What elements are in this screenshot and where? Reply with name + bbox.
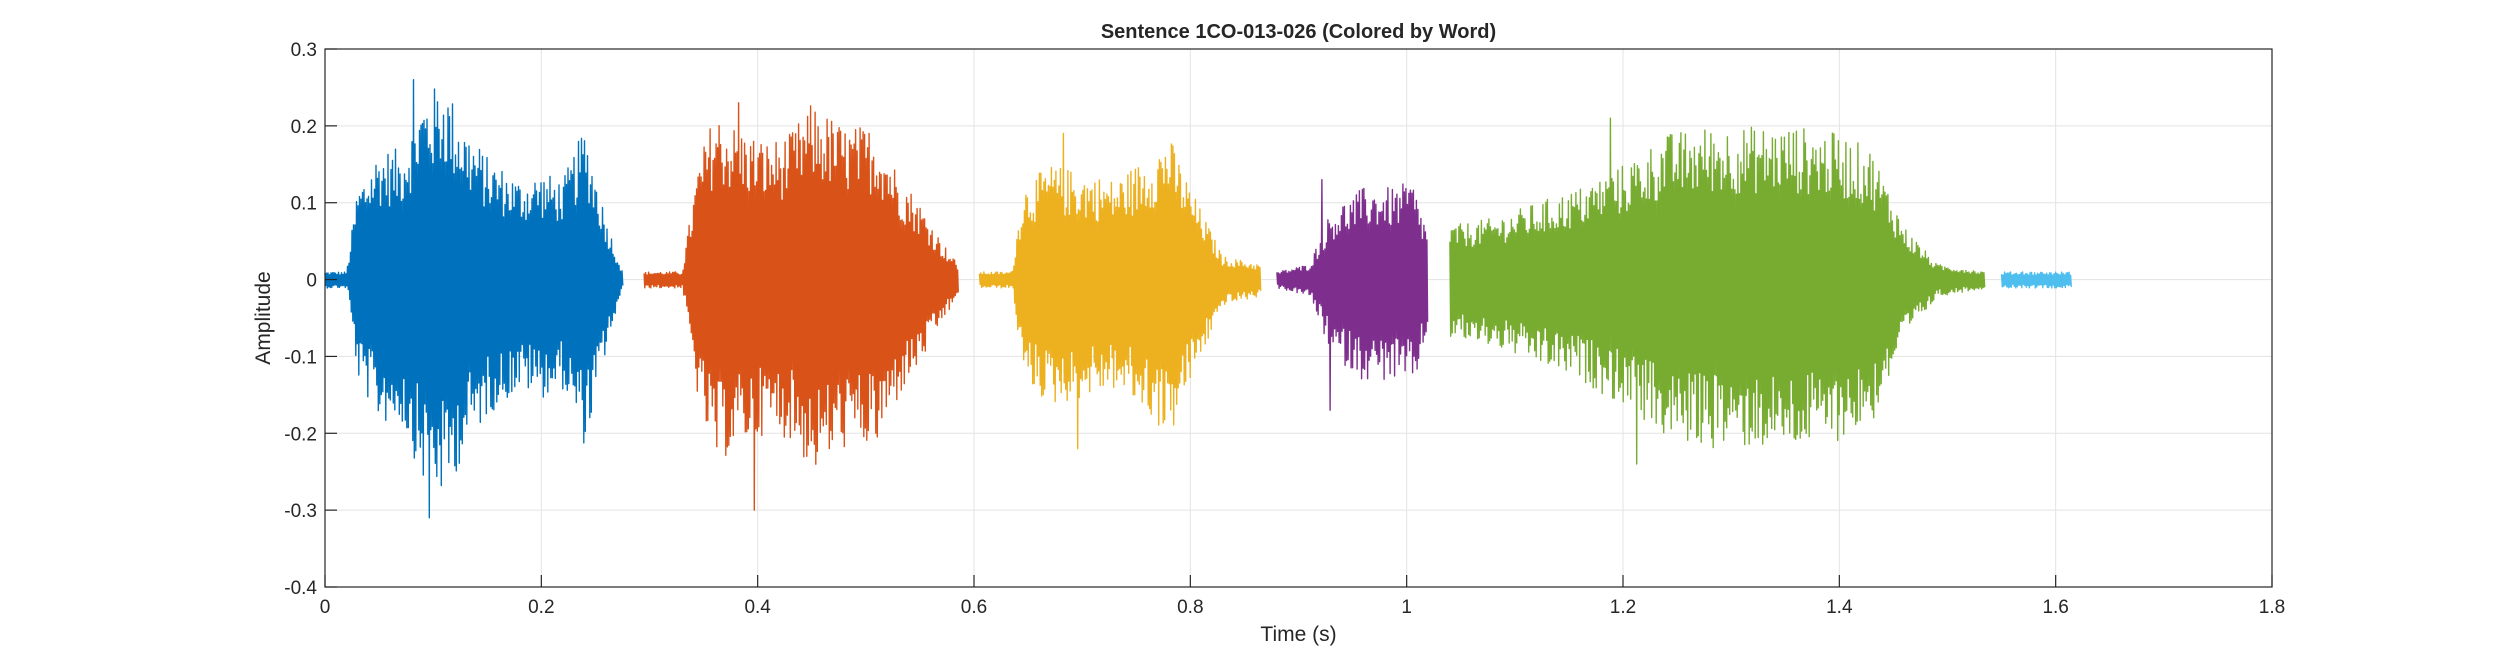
x-axis-label: Time (s) [1260,623,1336,646]
x-tick-label: 0 [320,597,331,618]
x-tick-label: 1 [1401,597,1412,618]
chart-title: Sentence 1CO-013-026 (Colored by Word) [1101,21,1496,43]
y-tick-label: -0.2 [284,424,317,445]
x-tick-label: 0.6 [961,597,987,618]
x-tick-label: 1.4 [1826,597,1853,618]
word-segment-3 [978,132,1262,450]
y-tick-label: -0.3 [284,501,317,522]
word-segment-4 [1276,179,1429,411]
word-segment-6 [2000,271,2072,289]
y-tick-label: 0.1 [291,194,317,215]
x-tick-label: 1.6 [2042,597,2068,618]
y-tick-label: 0 [306,271,317,292]
tick-labels: 0 0.2 0.4 0.6 0.8 1 1.2 1.4 1.6 1.8 -0.4 -0.3 -0.2 -0… [284,40,2285,618]
series-layer [324,79,2072,519]
grid-lines [325,49,2272,587]
word-segment-5 [1449,117,1986,465]
word-segment-2 [643,102,959,511]
x-tick-label: 0.8 [1177,597,1203,618]
x-tick-label: 0.2 [528,597,554,618]
y-axis-label: Amplitude [252,271,275,364]
axes-background [325,49,2272,587]
y-tick-label: -0.1 [284,347,317,368]
x-tick-label: 1.8 [2259,597,2285,618]
y-tick-label: 0.2 [291,117,317,138]
y-tick-label: 0.3 [291,40,317,61]
axes-box [324,48,2273,588]
axes-frame [324,48,2273,588]
x-tick-label: 1.2 [1610,597,1636,618]
y-tick-label: -0.4 [284,578,317,599]
tick-marks [324,48,2273,588]
x-tick-label: 0.4 [744,597,771,618]
word-segment-1 [324,79,624,519]
